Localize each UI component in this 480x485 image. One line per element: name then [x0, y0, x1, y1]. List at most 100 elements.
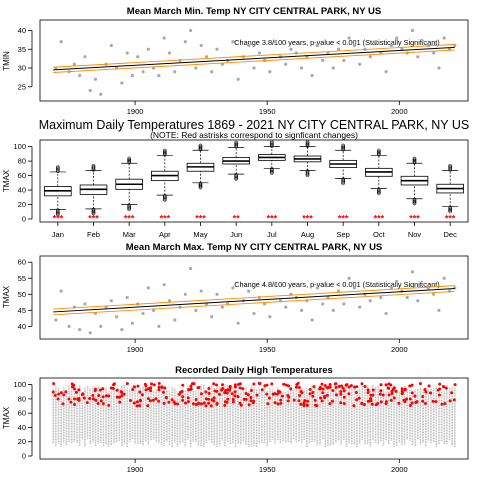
panel4-xtick-label: 1900: [127, 465, 144, 474]
box-outlier: [234, 142, 239, 147]
record-high-point: [97, 393, 101, 397]
record-high-point: [207, 387, 211, 391]
record-high-point: [77, 397, 81, 401]
panel2-ytick-label: 0: [22, 215, 26, 224]
box-outlier: [412, 157, 417, 162]
panel2-frame: [39, 139, 469, 223]
record-high-point: [204, 390, 208, 394]
record-high-point: [362, 403, 366, 407]
panel1-point: [389, 43, 393, 48]
record-high-point: [252, 382, 256, 386]
record-high-point: [265, 383, 269, 387]
panel1-point: [109, 43, 113, 48]
box-outlier: [91, 164, 96, 169]
box-outlier: [234, 176, 239, 180]
record-high-point: [67, 397, 71, 401]
panel3-point: [284, 305, 288, 309]
record-high-point: [315, 404, 319, 408]
record-high-point: [241, 387, 245, 391]
record-high-point: [320, 382, 324, 386]
record-high-point: [82, 396, 86, 400]
record-high-point: [157, 388, 161, 392]
record-high-point: [96, 402, 100, 406]
panel3-point: [115, 315, 119, 319]
record-high-point: [176, 402, 180, 406]
box-outlier: [341, 143, 346, 148]
panel1-point: [78, 73, 82, 78]
box-outlier: [234, 140, 239, 145]
panel1-point: [268, 70, 272, 74]
panel1-point: [299, 66, 304, 70]
record-high-point: [223, 403, 227, 407]
significance-marker: ***: [267, 214, 278, 224]
panel2-ytick-label: 80: [18, 157, 26, 166]
record-high-point: [452, 398, 456, 402]
box-outlier: [448, 208, 453, 213]
box-outlier: [376, 148, 381, 153]
box-outlier: [91, 210, 96, 215]
record-high-point: [357, 396, 361, 400]
panel3-ytick-label: 50: [18, 290, 26, 299]
record-high-point: [212, 396, 216, 400]
box-outlier: [55, 166, 60, 171]
box-outlier: [127, 205, 132, 210]
panel4-frame: [39, 377, 469, 460]
record-high-point: [135, 400, 139, 404]
record-high-point: [360, 401, 364, 405]
record-high-point: [370, 402, 374, 406]
record-high-point: [249, 399, 253, 403]
box-outlier: [127, 158, 132, 163]
record-high-point: [352, 404, 356, 408]
panel3-xtick-label: 1900: [127, 345, 144, 354]
record-high-point: [197, 386, 201, 390]
record-high-point: [152, 383, 156, 387]
panel3-annotation: Change 4.8/100 years, p-value < 0.001 (S…: [234, 280, 439, 289]
box-outlier: [91, 165, 96, 170]
record-high-point: [191, 402, 195, 406]
record-high-point: [129, 399, 133, 403]
significance-marker: ***: [445, 214, 456, 224]
record-high-point: [223, 391, 227, 395]
record-high-point: [405, 397, 409, 401]
box-outlier: [341, 144, 346, 149]
panel1-point: [215, 47, 219, 51]
record-high-point: [138, 404, 142, 408]
record-high-point: [440, 402, 444, 406]
record-high-point: [418, 382, 422, 386]
panel3-point: [120, 327, 124, 332]
record-high-point: [320, 399, 324, 403]
panel2-ytick-label: 100: [13, 142, 26, 151]
panel3-point: [326, 295, 330, 300]
record-high-point: [339, 392, 343, 396]
box-outlier: [305, 139, 310, 144]
panel3-point: [167, 299, 172, 303]
panel1-point: [199, 43, 203, 48]
panel4-ytick-label: 20: [18, 437, 26, 446]
record-high-point: [331, 399, 335, 403]
record-high-point: [284, 383, 288, 387]
record-high-point: [72, 383, 76, 387]
panel3-xtick-label: 2000: [391, 345, 408, 354]
record-high-point: [163, 386, 167, 390]
record-high-point: [104, 394, 108, 398]
box-outlier: [55, 212, 60, 217]
panel3-point: [347, 276, 351, 280]
record-high-point: [125, 382, 129, 386]
panel1-xtick-label: 2000: [391, 107, 408, 116]
record-high-point: [170, 398, 174, 402]
record-high-point: [299, 389, 303, 393]
record-high-point: [342, 395, 346, 399]
box-outlier: [198, 143, 203, 148]
panel3-point: [321, 302, 325, 306]
record-high-point: [339, 401, 343, 405]
panel1-point: [315, 43, 320, 48]
record-high-point: [355, 398, 359, 402]
record-high-point: [270, 382, 274, 386]
record-high-point: [387, 393, 391, 397]
record-high-point: [149, 386, 153, 390]
panel1-point: [183, 40, 187, 44]
panel1-point: [331, 66, 335, 70]
panel1-ytick-label: 30: [18, 64, 26, 73]
box-outlier: [91, 163, 96, 168]
record-high-point: [112, 383, 116, 387]
